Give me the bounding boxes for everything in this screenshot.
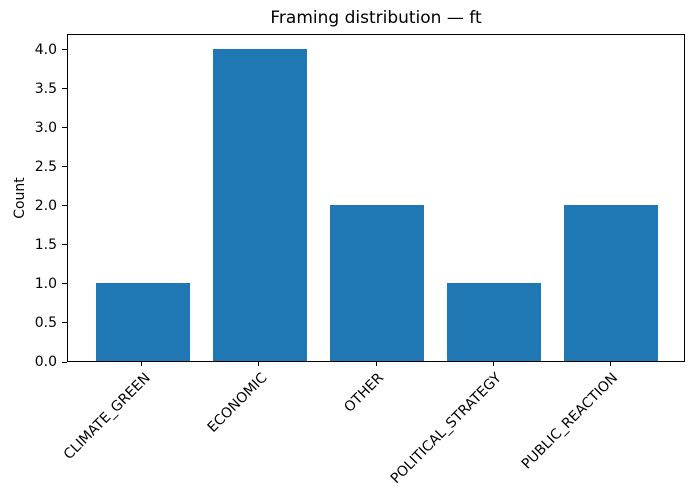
x-tick-label: POLITICAL_STRATEGY <box>387 370 505 487</box>
bar-other <box>330 204 424 361</box>
x-tick-label: OTHER <box>341 370 388 416</box>
y-tick-label: 0.5 <box>34 314 57 331</box>
x-tick-mark <box>492 362 494 366</box>
bar-climate_green <box>96 282 190 361</box>
y-tick-mark <box>62 49 67 51</box>
x-tick-mark <box>258 362 260 366</box>
x-tick-label: ECONOMIC <box>204 370 271 436</box>
y-tick-mark <box>62 361 67 363</box>
y-tick-label: 1.5 <box>34 236 57 253</box>
y-tick-mark <box>62 127 67 129</box>
y-tick-mark <box>62 88 67 90</box>
bar-political_strategy <box>447 282 541 361</box>
y-tick-mark <box>62 205 67 207</box>
bar-economic <box>213 48 307 361</box>
x-tick-label: PUBLIC_REACTION <box>518 370 622 473</box>
x-tick-mark <box>375 362 377 366</box>
y-tick-label: 2.5 <box>34 158 57 175</box>
chart-title: Framing distribution — ft <box>270 8 482 28</box>
y-tick-mark <box>62 322 67 324</box>
x-tick-mark <box>609 362 611 366</box>
y-tick-label: 2.0 <box>34 197 57 214</box>
y-tick-label: 3.0 <box>34 119 57 136</box>
y-tick-mark <box>62 283 67 285</box>
bar-public_reaction <box>564 204 658 361</box>
y-tick-label: 4.0 <box>34 41 57 58</box>
y-tick-mark <box>62 244 67 246</box>
x-tick-label: CLIMATE_GREEN <box>60 370 154 463</box>
y-tick-label: 0.0 <box>34 354 57 370</box>
plot-area <box>67 34 685 362</box>
y-tick-label: 3.5 <box>34 80 57 97</box>
y-tick-mark <box>62 166 67 168</box>
y-tick-label: 1.0 <box>34 275 57 292</box>
x-tick-mark <box>141 362 143 366</box>
